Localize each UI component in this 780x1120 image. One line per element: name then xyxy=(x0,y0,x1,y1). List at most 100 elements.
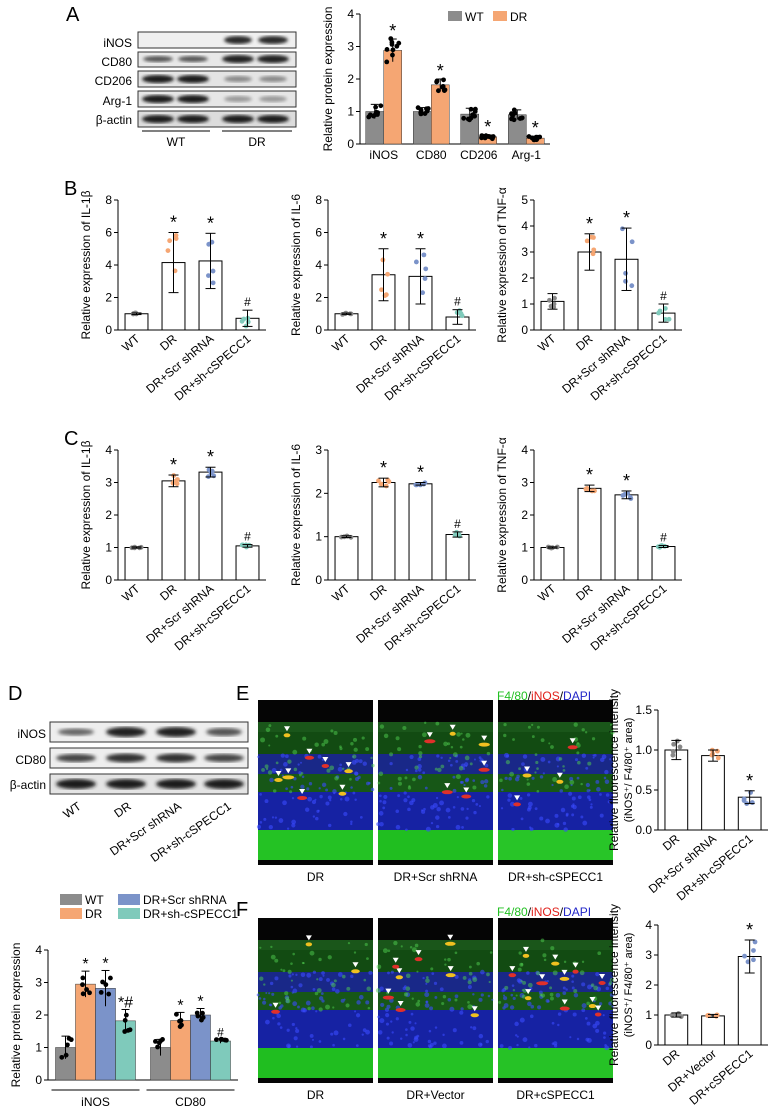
green-speck xyxy=(517,967,522,972)
micrograph-e-dr-scr-shrna xyxy=(376,700,493,865)
significance-mark: * xyxy=(389,21,396,41)
green-speck xyxy=(316,978,319,981)
outer-nuclear-layer xyxy=(378,792,493,830)
nucleus-speck xyxy=(355,1044,359,1048)
nucleus-speck xyxy=(433,1041,437,1045)
inos-cell xyxy=(522,773,532,778)
nucleus-speck xyxy=(557,1012,562,1016)
nucleus-speck xyxy=(428,1029,432,1033)
nucleus-speck xyxy=(376,822,380,826)
nucleus-speck xyxy=(480,993,484,997)
green-speck xyxy=(280,968,283,971)
nucleus-speck xyxy=(291,823,296,828)
y-tick-label: 0 xyxy=(35,1073,42,1087)
y-tick-label: 1 xyxy=(35,1041,42,1055)
green-speck xyxy=(443,741,448,747)
arrowhead-marker xyxy=(561,999,568,1005)
inos-cell xyxy=(283,733,291,738)
green-speck xyxy=(364,942,368,947)
nucleus-speck xyxy=(256,993,260,997)
green-speck xyxy=(462,738,465,741)
nucleus-speck xyxy=(322,974,325,977)
green-speck xyxy=(405,986,411,991)
nucleus-speck xyxy=(279,1026,283,1029)
nucleus-speck xyxy=(491,998,494,1001)
y-tick-label: 4 xyxy=(521,219,528,233)
nucleus-speck xyxy=(545,998,550,1003)
y-axis-label: Relative fluorescence intensity xyxy=(607,689,621,851)
data-point xyxy=(677,744,683,750)
nucleus-speck xyxy=(576,1037,580,1041)
nucleus-speck xyxy=(603,1031,607,1035)
y-tick-label: 2 xyxy=(521,271,528,285)
significance-mark: * xyxy=(484,117,491,137)
blot-a-group-label: DR xyxy=(248,135,266,149)
y-tick-label: 5 xyxy=(521,193,528,207)
data-point xyxy=(590,251,596,257)
nucleus-speck xyxy=(271,768,277,773)
green-speck xyxy=(270,954,276,960)
nucleus-speck xyxy=(417,774,423,780)
nucleus-speck xyxy=(542,772,545,775)
nucleus-speck xyxy=(318,977,323,982)
nucleus-speck xyxy=(326,977,330,982)
nucleus-speck xyxy=(300,972,306,978)
micrograph-e-dr-sh-cspecc1 xyxy=(498,700,615,865)
nucleus-speck xyxy=(560,807,566,813)
nucleus-speck xyxy=(422,976,425,980)
significance-mark: * xyxy=(623,471,630,491)
inos-cell xyxy=(461,794,472,799)
significance-mark: # xyxy=(454,295,461,309)
significance-mark: * xyxy=(177,997,183,1014)
nucleus-speck xyxy=(434,1026,438,1029)
outer-nuclear-layer xyxy=(258,792,373,830)
nucleus-speck xyxy=(531,776,535,780)
nucleus-speck xyxy=(595,972,600,977)
x-tick-label: DR xyxy=(367,331,390,353)
data-point xyxy=(80,975,86,981)
significance-mark: * xyxy=(207,447,214,467)
nucleus-speck xyxy=(264,799,269,804)
data-point xyxy=(195,1013,201,1019)
nucleus-speck xyxy=(358,994,364,1000)
nucleus-speck xyxy=(389,761,393,766)
nucleus-speck xyxy=(297,1005,300,1009)
arrowhead-marker xyxy=(449,724,456,730)
nucleus-speck xyxy=(265,991,268,994)
green-speck xyxy=(521,994,526,999)
arrowhead-marker xyxy=(447,966,454,972)
photoreceptor-layer xyxy=(258,830,373,860)
bar xyxy=(383,50,402,145)
data-point xyxy=(375,112,380,117)
nucleus-speck xyxy=(309,1033,314,1038)
green-speck xyxy=(387,949,391,953)
nucleus-speck xyxy=(540,757,546,762)
nucleus-speck xyxy=(385,1022,389,1026)
stain-sep: / xyxy=(527,905,532,919)
photoreceptor-layer xyxy=(258,1048,373,1078)
x-tick-label: DR xyxy=(157,331,180,353)
nucleus-speck xyxy=(272,1016,275,1020)
green-speck xyxy=(409,945,413,949)
stain-legend-e: F4/80/iNOS/DAPI xyxy=(497,689,591,703)
nucleus-speck xyxy=(599,813,604,818)
green-speck xyxy=(378,771,384,777)
nucleus-speck xyxy=(319,794,323,799)
blot-a-image: WT DR xyxy=(137,31,297,149)
nucleus-speck xyxy=(459,1010,464,1015)
bar xyxy=(431,84,450,145)
nucleus-speck xyxy=(274,816,278,819)
nucleus-speck xyxy=(311,1038,315,1041)
green-speck xyxy=(542,953,547,958)
green-speck xyxy=(347,941,351,945)
y-tick-label: 0.0 xyxy=(635,823,652,837)
y-tick-label: 3 xyxy=(35,976,42,990)
green-speck xyxy=(454,951,458,955)
y-tick-label: 1 xyxy=(315,530,322,544)
inos-cell xyxy=(449,731,456,736)
green-speck xyxy=(460,732,463,735)
green-speck xyxy=(353,951,357,954)
green-speck xyxy=(405,973,411,979)
data-point xyxy=(629,283,635,289)
